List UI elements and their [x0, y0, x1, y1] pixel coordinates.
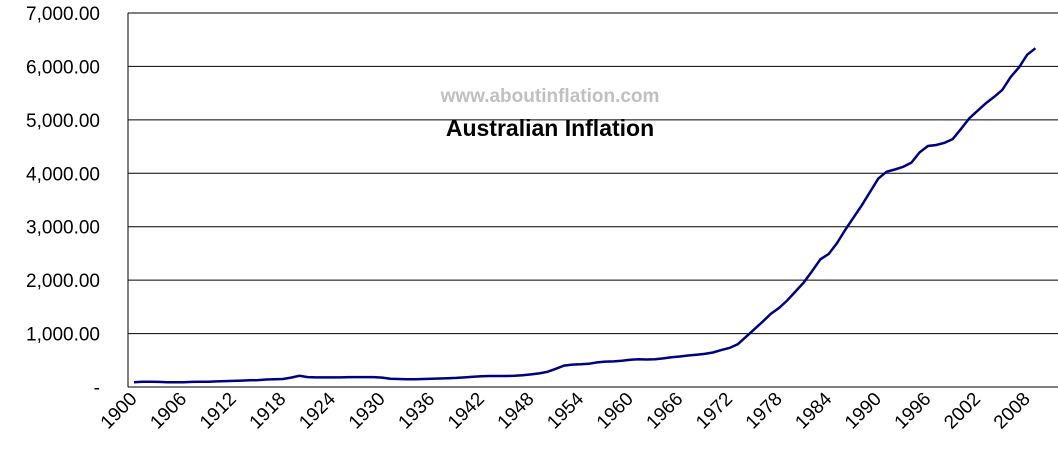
x-tick-label: 1936 [395, 389, 440, 434]
x-tick-label: 1996 [891, 389, 936, 434]
x-tick-label: 1966 [643, 389, 688, 434]
x-tick-label: 1906 [146, 389, 191, 434]
x-tick-label: 2008 [990, 389, 1035, 434]
x-tick-label: 2002 [940, 389, 985, 434]
x-tick-label: 1984 [791, 388, 836, 433]
chart-title: Australian Inflation [446, 115, 654, 141]
y-tick-label: 2,000.00 [26, 271, 100, 292]
data-line [133, 47, 1037, 384]
y-tick-label: 3,000.00 [26, 218, 100, 239]
y-tick-label: 6,000.00 [26, 57, 100, 78]
y-tick-label: 5,000.00 [26, 111, 100, 132]
x-tick-label: 1930 [345, 389, 390, 434]
y-tick-label: 7,000.00 [26, 4, 100, 25]
x-tick-label: 1912 [196, 389, 241, 434]
x-tick-label: 1900 [97, 389, 142, 434]
x-tick-label: 1990 [841, 389, 886, 434]
y-tick-label: 4,000.00 [26, 164, 100, 185]
x-tick-label: 1918 [246, 389, 291, 434]
y-tick-label: 1,000.00 [26, 325, 100, 346]
x-tick-label: 1972 [692, 389, 737, 434]
y-tick-label: - [94, 378, 100, 399]
x-tick-label: 1954 [543, 388, 588, 433]
x-tick-label: 1948 [494, 389, 539, 434]
x-tick-label: 1978 [742, 389, 787, 434]
x-tick-label: 1960 [593, 389, 638, 434]
x-tick-label: 1924 [295, 388, 340, 433]
watermark: www.aboutinflation.com [440, 86, 660, 107]
x-tick-label: 1942 [444, 389, 489, 434]
